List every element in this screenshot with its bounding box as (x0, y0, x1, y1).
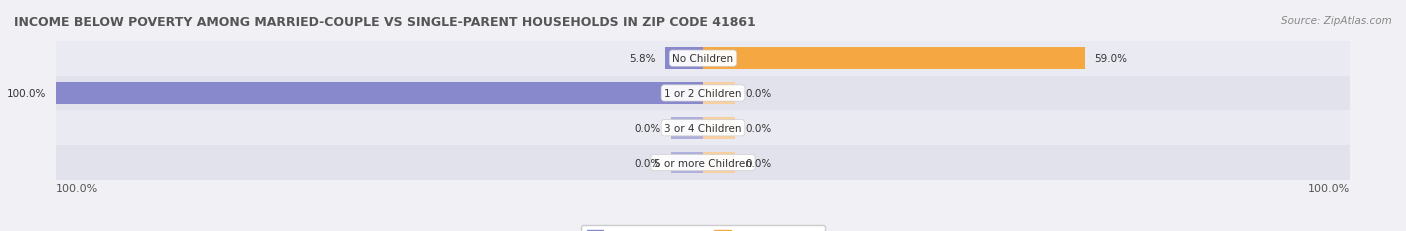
Text: 5.8%: 5.8% (630, 54, 655, 64)
Bar (703, 83, 735, 104)
Text: 5 or more Children: 5 or more Children (654, 158, 752, 168)
Text: 0.0%: 0.0% (745, 123, 772, 133)
Legend: Married Couples, Single Parents: Married Couples, Single Parents (581, 225, 825, 231)
Bar (56, 83, 703, 104)
Text: 1 or 2 Children: 1 or 2 Children (664, 88, 742, 99)
Text: 100.0%: 100.0% (56, 183, 98, 193)
Bar (56, 76, 1350, 111)
Bar (703, 118, 735, 139)
Text: 59.0%: 59.0% (1094, 54, 1128, 64)
Bar (703, 152, 735, 174)
Text: 0.0%: 0.0% (745, 158, 772, 168)
Bar (56, 111, 1350, 146)
Bar (56, 42, 1350, 76)
Text: 0.0%: 0.0% (634, 158, 661, 168)
Bar (671, 118, 703, 139)
Text: 0.0%: 0.0% (745, 88, 772, 99)
Text: 100.0%: 100.0% (1308, 183, 1350, 193)
Text: 0.0%: 0.0% (634, 123, 661, 133)
Text: No Children: No Children (672, 54, 734, 64)
Text: 100.0%: 100.0% (7, 88, 46, 99)
Bar (56, 146, 1350, 180)
Text: INCOME BELOW POVERTY AMONG MARRIED-COUPLE VS SINGLE-PARENT HOUSEHOLDS IN ZIP COD: INCOME BELOW POVERTY AMONG MARRIED-COUPL… (14, 16, 756, 29)
Text: 3 or 4 Children: 3 or 4 Children (664, 123, 742, 133)
Bar (671, 152, 703, 174)
Text: Source: ZipAtlas.com: Source: ZipAtlas.com (1281, 16, 1392, 26)
Bar (703, 48, 1084, 70)
Bar (665, 48, 703, 70)
